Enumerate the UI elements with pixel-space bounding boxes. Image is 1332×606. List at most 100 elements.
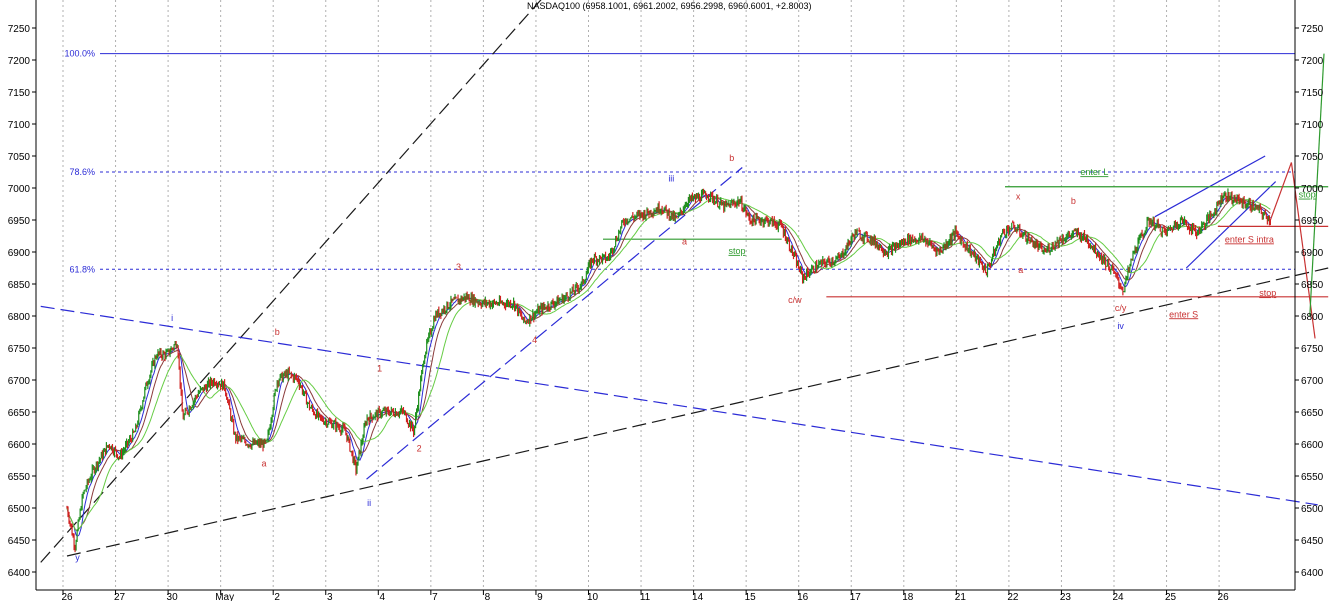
ytick-label-right: 7000 (1301, 184, 1324, 195)
fib-level-label: 78.6% (69, 167, 95, 177)
xtick-label: 10 (587, 592, 599, 601)
xtick-label: 9 (537, 592, 543, 601)
trade-annotation: stop (1299, 190, 1316, 200)
wave-label: iv (1117, 321, 1124, 331)
xtick-label: 17 (850, 592, 862, 601)
ytick-label-left: 6850 (8, 280, 31, 291)
ytick-label-left: 6600 (8, 440, 31, 451)
wave-label: b (1071, 196, 1076, 206)
price-bars (66, 188, 1271, 553)
xtick-label: 16 (797, 592, 809, 601)
wave-labels: y i b a ii 1 2 3 4 iii a b c/w x a b c/y iv stop enter L sto… (75, 153, 1315, 562)
xtick-label: 26 (1218, 592, 1230, 601)
xtick-label: 4 (380, 592, 386, 601)
trendline (1185, 181, 1277, 269)
wave-label: 2 (417, 444, 422, 454)
trendline (1309, 53, 1325, 317)
ytick-label-left: 7100 (8, 120, 31, 131)
fib-levels: 100.0% 78.6% 61.8% (64, 49, 1295, 274)
wave-label: 4 (532, 335, 537, 345)
trendline (40, 0, 542, 563)
ytick-label-right: 6800 (1301, 312, 1324, 323)
wave-label: y (75, 552, 80, 562)
xtick-label: 23 (1060, 592, 1072, 601)
wave-label: i (171, 313, 173, 323)
ytick-label-left: 6750 (8, 344, 31, 355)
wave-label: a (682, 236, 687, 246)
xtick-label: 26 (61, 592, 73, 601)
ytick-label-left: 6450 (8, 536, 31, 547)
ytick-label-left: 6900 (8, 248, 31, 259)
xtick-label: 22 (1007, 592, 1019, 601)
xtick-label: 14 (692, 592, 704, 601)
ytick-label-left: 7150 (8, 88, 31, 99)
wave-label: c/w (788, 295, 802, 305)
ytick-label-right: 7100 (1301, 120, 1324, 131)
xtick-label: 2 (274, 592, 280, 601)
ytick-label-left: 7000 (8, 184, 31, 195)
fib-level-label: 61.8% (69, 264, 95, 274)
ytick-label-right: 6650 (1301, 408, 1324, 419)
ytick-label-left: 6550 (8, 472, 31, 483)
xtick-label: 21 (955, 592, 967, 601)
fib-level-label: 100.0% (64, 49, 95, 59)
trendline (66, 267, 1329, 557)
ytick-label-right: 6550 (1301, 472, 1324, 483)
wave-label: 3 (456, 262, 461, 272)
xtick-label: 30 (167, 592, 179, 601)
xtick-label: 18 (902, 592, 914, 601)
ytick-label-left: 7200 (8, 56, 31, 67)
axes: 6400 6400 6450 6450 6500 6500 6550 6550 6600 6600… (8, 0, 1324, 603)
ytick-label-left: 7300 (8, 0, 31, 3)
wave-label: a (262, 458, 267, 468)
ytick-label-right: 7300 (1301, 0, 1324, 3)
trade-annotation: stop (729, 246, 746, 256)
trade-annotation: stop (1259, 288, 1276, 298)
ytick-label-left: 6500 (8, 504, 31, 515)
ytick-label-right: 6850 (1301, 280, 1324, 291)
trade-annotation: enter S intra (1225, 234, 1274, 244)
wave-label: a (1018, 265, 1023, 275)
ytick-label-right: 7150 (1301, 88, 1324, 99)
wave-label: 1 (377, 364, 382, 374)
ytick-label-right: 7200 (1301, 56, 1324, 67)
grid (62, 0, 1220, 590)
trade-annotation: enter L (1080, 167, 1108, 177)
xtick-label: 24 (1112, 592, 1124, 601)
wave-label: x (1016, 192, 1021, 202)
xtick-label: 25 (1165, 592, 1177, 601)
wave-label: b (275, 327, 280, 337)
chart-title: NASDAQ100 (6958.1001, 6961.2002, 6956.29… (527, 1, 811, 11)
xtick-label: 7 (432, 592, 438, 601)
ytick-label-left: 6800 (8, 312, 31, 323)
trendline (366, 167, 743, 480)
xtick-label: 27 (114, 592, 126, 601)
ytick-label-left: 6650 (8, 408, 31, 419)
xtick-label: 8 (485, 592, 491, 601)
ytick-label-right: 6750 (1301, 344, 1324, 355)
ytick-label-right: 6500 (1301, 504, 1324, 515)
ytick-label-left: 6700 (8, 376, 31, 387)
xtick-label: 15 (745, 592, 757, 601)
xtick-label: 3 (327, 592, 333, 601)
xtick-label: May (215, 592, 234, 601)
trendline (1269, 162, 1292, 221)
xtick-label: 11 (640, 592, 651, 601)
wave-label: b (729, 153, 734, 163)
ytick-label-right: 6700 (1301, 376, 1324, 387)
ytick-label-right: 7250 (1301, 24, 1324, 35)
ytick-label-right: 6950 (1301, 216, 1324, 227)
ytick-label-right: 6900 (1301, 248, 1324, 259)
ytick-label-right: 6400 (1301, 568, 1324, 579)
ytick-label-right: 6450 (1301, 536, 1324, 547)
ytick-label-left: 7050 (8, 152, 31, 163)
trendlines (40, 0, 1329, 563)
ytick-label-right: 7050 (1301, 152, 1324, 163)
wave-label: ii (367, 498, 371, 508)
trade-annotation: enter S (1169, 309, 1198, 319)
ytick-label-left: 6400 (8, 568, 31, 579)
ytick-label-left: 7250 (8, 24, 31, 35)
